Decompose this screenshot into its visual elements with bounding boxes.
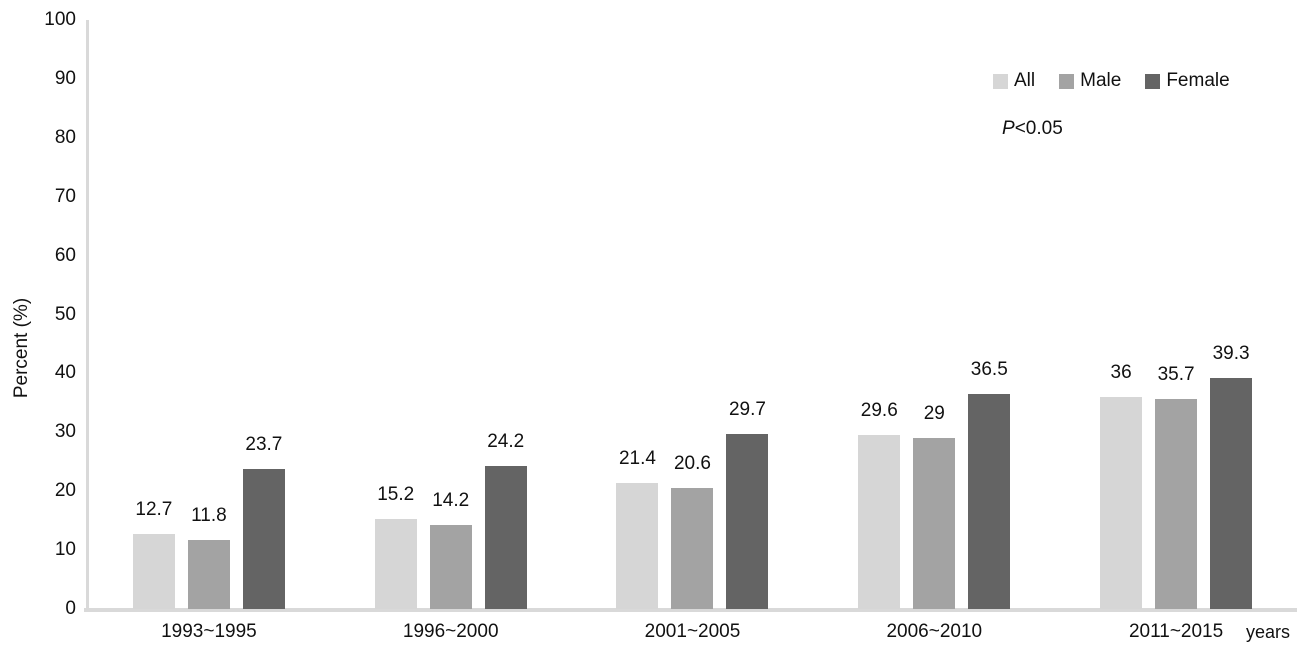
bar-group: 36 35.7 39.3	[1055, 20, 1297, 609]
bar-rect	[484, 466, 527, 609]
bar-rect	[671, 487, 714, 609]
bar-female: 23.7	[242, 434, 285, 609]
bar-rect	[726, 434, 769, 609]
bar-rect	[968, 394, 1011, 609]
y-tick-label: 30	[54, 421, 76, 443]
bar-female: 39.3	[1210, 343, 1253, 609]
bar-rect	[187, 539, 230, 609]
legend-swatch-female	[1145, 73, 1161, 89]
bar-group: 29.6 29 36.5	[813, 20, 1055, 609]
bar-rect	[858, 434, 901, 609]
bar-value-label: 24.2	[487, 431, 525, 453]
bar-male: 29	[913, 403, 956, 609]
x-category-label: 2006~2010	[886, 621, 983, 642]
bar-value-label: 29.6	[860, 399, 898, 421]
y-tick-label: 70	[54, 185, 76, 207]
p-value-annotation: P<0.05	[1002, 118, 1063, 140]
bar-rect	[242, 469, 285, 609]
bar-value-label: 21.4	[618, 447, 656, 469]
legend-item-male: Male	[1059, 70, 1121, 92]
plot-area: 12.7 11.8 23.7 15.2 14.2 24.2 21.4 20.6 29.7 29.6…	[88, 20, 1297, 609]
bar-value-label: 12.7	[135, 499, 173, 521]
y-tick-label: 40	[54, 362, 76, 384]
legend-swatch-male	[1059, 73, 1075, 89]
legend-label-all: All	[1014, 70, 1036, 91]
y-tick-label: 50	[54, 303, 76, 325]
bar-value-label: 39.3	[1212, 342, 1250, 364]
bar-rect	[913, 438, 956, 609]
bar-rect	[374, 519, 417, 609]
y-tick-label: 100	[44, 9, 76, 30]
bar-male: 20.6	[671, 453, 714, 609]
bar-rect	[429, 525, 472, 609]
bar-rect	[616, 482, 659, 609]
legend-item-all: All	[993, 70, 1035, 92]
x-axis-line	[84, 608, 1297, 612]
y-tick-label: 10	[54, 539, 76, 561]
bar-all: 15.2	[374, 484, 417, 609]
bar-rect	[132, 534, 175, 609]
bar-male: 11.8	[187, 505, 230, 609]
bar-rect	[1155, 398, 1198, 609]
bar-rect	[1210, 377, 1253, 609]
y-tick-label: 90	[54, 67, 76, 89]
x-category-label: 1996~2000	[402, 621, 499, 642]
bar-all: 12.7	[132, 499, 175, 609]
legend-label-male: Male	[1080, 70, 1122, 91]
bar-value-label: 14.2	[432, 490, 470, 512]
bar-value-label: 29.7	[728, 399, 766, 421]
y-tick-label: 20	[54, 480, 76, 502]
bar-group: 12.7 11.8 23.7	[88, 20, 330, 609]
bar-value-label: 35.7	[1157, 363, 1195, 385]
bar-male: 35.7	[1155, 364, 1198, 609]
bar-value-label: 36.5	[970, 359, 1008, 381]
legend: All Male Female	[993, 70, 1230, 92]
x-category-label: 2011~2015	[1128, 621, 1224, 642]
x-axis-unit-label: years	[1246, 622, 1291, 642]
y-axis: 0 10 20 30 40 50 60 70 80 90 100	[0, 9, 76, 619]
bar-value-label: 23.7	[245, 434, 283, 456]
bar-all: 21.4	[616, 448, 659, 609]
y-tick-label: 80	[54, 126, 76, 148]
bar-female: 29.7	[726, 399, 769, 609]
x-axis: 1993~1995 1996~2000 2001~2005 2006~2010 2011…	[88, 621, 1297, 643]
y-tick-label: 0	[65, 598, 76, 619]
legend-item-female: Female	[1145, 70, 1230, 92]
legend-swatch-all	[993, 73, 1008, 89]
p-value-symbol: P	[1002, 118, 1015, 139]
bar-female: 36.5	[968, 359, 1011, 609]
bar-group: 21.4 20.6 29.7	[572, 20, 814, 609]
bar-value-label: 11.8	[191, 504, 227, 526]
bar-rect	[1100, 396, 1143, 609]
x-category-label: 1993~1995	[161, 621, 257, 642]
bar-value-label: 36	[1110, 361, 1132, 383]
y-axis-line	[86, 20, 89, 612]
bar-female: 24.2	[484, 431, 527, 609]
bar-all: 29.6	[858, 400, 901, 609]
bar-group: 15.2 14.2 24.2	[330, 20, 572, 609]
y-tick-label: 60	[54, 244, 76, 266]
bar-all: 36	[1100, 362, 1143, 609]
bar-male: 14.2	[429, 490, 472, 609]
legend-label-female: Female	[1166, 70, 1230, 91]
bar-value-label: 20.6	[673, 452, 711, 474]
bar-value-label: 15.2	[377, 484, 415, 506]
x-category-label: 2001~2005	[644, 621, 741, 642]
bar-value-label: 29	[923, 403, 945, 425]
p-value-text: <0.05	[1014, 118, 1063, 139]
